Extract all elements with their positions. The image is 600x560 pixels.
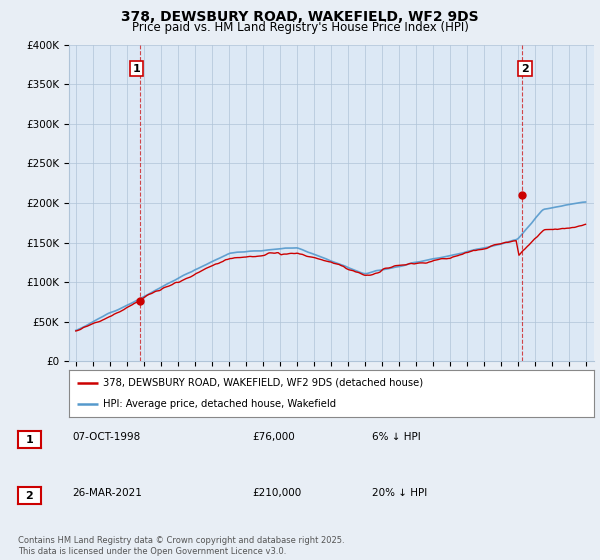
Text: HPI: Average price, detached house, Wakefield: HPI: Average price, detached house, Wake… [103, 399, 336, 409]
Text: Contains HM Land Registry data © Crown copyright and database right 2025.
This d: Contains HM Land Registry data © Crown c… [18, 536, 344, 556]
Text: 2: 2 [26, 491, 33, 501]
Text: 1: 1 [26, 435, 33, 445]
Text: 2: 2 [521, 63, 529, 73]
Text: 6% ↓ HPI: 6% ↓ HPI [372, 432, 421, 442]
Text: £76,000: £76,000 [252, 432, 295, 442]
Text: 378, DEWSBURY ROAD, WAKEFIELD, WF2 9DS (detached house): 378, DEWSBURY ROAD, WAKEFIELD, WF2 9DS (… [103, 378, 423, 388]
Text: £210,000: £210,000 [252, 488, 301, 498]
Text: 26-MAR-2021: 26-MAR-2021 [72, 488, 142, 498]
Text: Price paid vs. HM Land Registry's House Price Index (HPI): Price paid vs. HM Land Registry's House … [131, 21, 469, 34]
Text: 1: 1 [133, 63, 140, 73]
Text: 07-OCT-1998: 07-OCT-1998 [72, 432, 140, 442]
Text: 378, DEWSBURY ROAD, WAKEFIELD, WF2 9DS: 378, DEWSBURY ROAD, WAKEFIELD, WF2 9DS [121, 10, 479, 24]
Text: 20% ↓ HPI: 20% ↓ HPI [372, 488, 427, 498]
